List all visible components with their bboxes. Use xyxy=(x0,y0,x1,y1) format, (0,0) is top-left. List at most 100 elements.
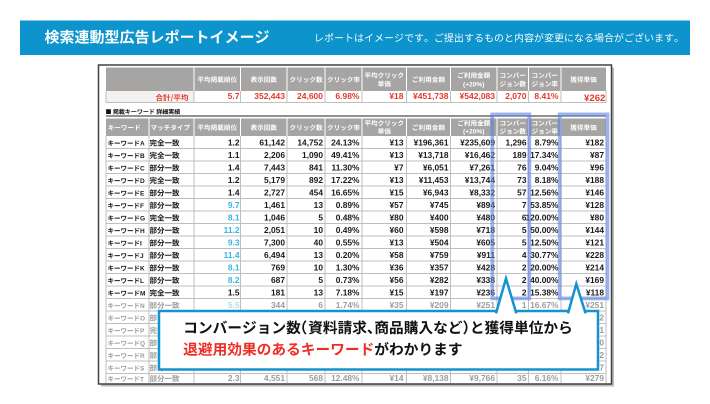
svg-text:53.85%: 53.85% xyxy=(530,200,559,210)
svg-text:7.18%: 7.18% xyxy=(336,288,360,298)
svg-text:K: K xyxy=(140,266,145,273)
svg-text:11.4: 11.4 xyxy=(224,250,240,260)
svg-text:A: A xyxy=(140,141,145,148)
svg-text:17.34%: 17.34% xyxy=(530,150,559,160)
svg-text:¥279: ¥279 xyxy=(585,373,604,383)
svg-text:¥13: ¥13 xyxy=(390,238,404,248)
svg-text:352,443: 352,443 xyxy=(254,91,285,101)
svg-text:¥7: ¥7 xyxy=(394,163,404,173)
svg-text:¥7,261: ¥7,261 xyxy=(469,163,495,173)
svg-text:¥197: ¥197 xyxy=(430,288,449,298)
svg-text:¥87: ¥87 xyxy=(590,150,604,160)
svg-text:11.30%: 11.30% xyxy=(332,163,360,173)
svg-text:D: D xyxy=(140,178,145,185)
svg-text:¥542,083: ¥542,083 xyxy=(460,91,496,101)
svg-text:892: 892 xyxy=(309,175,323,185)
svg-text:¥8,332: ¥8,332 xyxy=(469,188,495,198)
svg-text:568: 568 xyxy=(309,373,323,383)
svg-text:¥357: ¥357 xyxy=(430,263,449,273)
svg-text:1: 1 xyxy=(522,300,527,310)
svg-text:¥894: ¥894 xyxy=(476,200,495,210)
svg-text:¥400: ¥400 xyxy=(430,213,449,223)
svg-text:¥911: ¥911 xyxy=(477,250,496,260)
svg-text:¥18: ¥18 xyxy=(389,91,403,101)
svg-text:¥480: ¥480 xyxy=(476,213,495,223)
svg-text:¥13,744: ¥13,744 xyxy=(465,175,496,185)
svg-text:16.67%: 16.67% xyxy=(530,300,559,310)
svg-text:5.7: 5.7 xyxy=(228,91,240,101)
svg-text:6.98%: 6.98% xyxy=(335,91,360,101)
svg-text:17.22%: 17.22% xyxy=(331,175,360,185)
svg-text:¥6,943: ¥6,943 xyxy=(423,188,449,198)
svg-text:2: 2 xyxy=(522,275,527,285)
svg-text:¥718: ¥718 xyxy=(476,225,495,235)
svg-text:2,051: 2,051 xyxy=(264,225,285,235)
svg-text:¥196,361: ¥196,361 xyxy=(414,138,449,148)
svg-text:1.2: 1.2 xyxy=(228,138,240,148)
svg-text:7,300: 7,300 xyxy=(264,238,285,248)
svg-text:181: 181 xyxy=(271,288,285,298)
svg-text:8.1: 8.1 xyxy=(228,213,240,223)
svg-text:454: 454 xyxy=(309,188,323,198)
svg-text:¥57: ¥57 xyxy=(390,200,404,210)
svg-text:¥504: ¥504 xyxy=(430,238,449,248)
svg-text:¥13: ¥13 xyxy=(390,138,404,148)
svg-text:¥8,138: ¥8,138 xyxy=(423,373,449,383)
svg-text:¥16,462: ¥16,462 xyxy=(465,150,496,160)
svg-text:12.56%: 12.56% xyxy=(530,188,559,198)
svg-text:M: M xyxy=(140,291,145,298)
svg-text:B: B xyxy=(140,153,145,160)
svg-text:50.00%: 50.00% xyxy=(530,225,559,235)
svg-text:¥56: ¥56 xyxy=(390,275,404,285)
svg-text:¥80: ¥80 xyxy=(590,213,604,223)
svg-text:¥451,738: ¥451,738 xyxy=(413,91,449,101)
svg-text:¥15: ¥15 xyxy=(390,188,404,198)
svg-text:10: 10 xyxy=(314,263,324,273)
svg-text:9.7: 9.7 xyxy=(228,200,240,210)
svg-text:687: 687 xyxy=(271,275,285,285)
svg-text:1.1: 1.1 xyxy=(228,150,240,160)
svg-text:1.2: 1.2 xyxy=(228,175,240,185)
svg-text:5: 5 xyxy=(522,238,527,248)
svg-text:¥128: ¥128 xyxy=(585,200,604,210)
svg-text:5,179: 5,179 xyxy=(264,175,285,185)
svg-text:2,206: 2,206 xyxy=(264,150,285,160)
svg-text:¥14: ¥14 xyxy=(390,373,404,383)
svg-text:9.04%: 9.04% xyxy=(535,163,559,173)
svg-text:J: J xyxy=(140,253,144,260)
svg-text:189: 189 xyxy=(513,150,527,160)
svg-text:N: N xyxy=(140,303,145,310)
svg-text:1,090: 1,090 xyxy=(302,150,323,160)
svg-text:¥6,051: ¥6,051 xyxy=(423,163,449,173)
svg-text:¥11,453: ¥11,453 xyxy=(419,175,449,185)
svg-text:4,551: 4,551 xyxy=(264,373,285,383)
svg-text:1.5: 1.5 xyxy=(228,288,240,298)
svg-text:24,600: 24,600 xyxy=(297,91,323,101)
svg-text:¥146: ¥146 xyxy=(585,188,604,198)
svg-text:¥188: ¥188 xyxy=(585,175,604,185)
svg-text:12.50%: 12.50% xyxy=(530,238,559,248)
svg-text:769: 769 xyxy=(271,263,285,273)
svg-text:C: C xyxy=(140,166,145,173)
svg-text:1.74%: 1.74% xyxy=(336,300,360,310)
svg-text:49.41%: 49.41% xyxy=(331,150,360,160)
svg-text:L: L xyxy=(140,278,144,285)
svg-text:7,443: 7,443 xyxy=(264,163,285,173)
svg-text:¥251: ¥251 xyxy=(476,300,495,310)
svg-text:¥251: ¥251 xyxy=(585,300,604,310)
svg-text:(+20%): (+20%) xyxy=(463,129,484,136)
svg-text:¥282: ¥282 xyxy=(430,275,449,285)
svg-text:40.00%: 40.00% xyxy=(530,275,559,285)
svg-text:1,046: 1,046 xyxy=(264,213,285,223)
svg-text:20.00%: 20.00% xyxy=(530,263,559,273)
svg-text:8.41%: 8.41% xyxy=(534,91,559,101)
svg-text:9.3: 9.3 xyxy=(228,238,240,248)
svg-text:P: P xyxy=(140,328,145,335)
svg-text:120.00%: 120.00% xyxy=(525,213,559,223)
svg-text:¥182: ¥182 xyxy=(585,138,604,148)
svg-text:¥169: ¥169 xyxy=(585,275,604,285)
svg-text:0.48%: 0.48% xyxy=(336,213,360,223)
svg-text:¥118: ¥118 xyxy=(586,288,605,298)
svg-text:6,494: 6,494 xyxy=(264,250,285,260)
svg-text:841: 841 xyxy=(309,163,323,173)
